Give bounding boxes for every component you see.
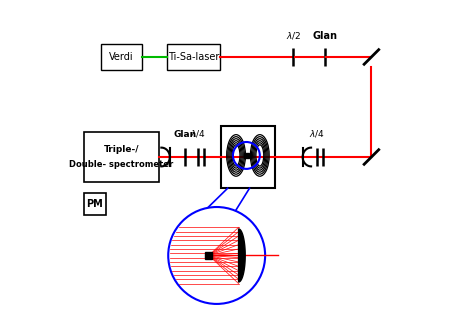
- Bar: [205, 252, 212, 259]
- Text: $\lambda$/4: $\lambda$/4: [309, 128, 325, 139]
- Text: Ti-Sa-laser: Ti-Sa-laser: [167, 52, 219, 62]
- Text: Triple-/: Triple-/: [104, 145, 139, 154]
- Text: Glan: Glan: [312, 31, 337, 41]
- Bar: [167, 44, 220, 70]
- Text: Verdi: Verdi: [109, 52, 134, 62]
- Bar: [244, 153, 249, 158]
- Text: Double- spectrometer: Double- spectrometer: [69, 160, 173, 169]
- Bar: [101, 44, 142, 70]
- Text: $\lambda$/4: $\lambda$/4: [190, 128, 206, 139]
- Text: $\lambda$/2: $\lambda$/2: [286, 30, 301, 41]
- Text: PM: PM: [86, 199, 103, 209]
- Bar: [221, 126, 274, 188]
- Text: Glan: Glan: [174, 130, 197, 139]
- Bar: [84, 132, 159, 182]
- Polygon shape: [238, 229, 245, 282]
- Circle shape: [168, 207, 265, 304]
- Bar: [84, 193, 106, 215]
